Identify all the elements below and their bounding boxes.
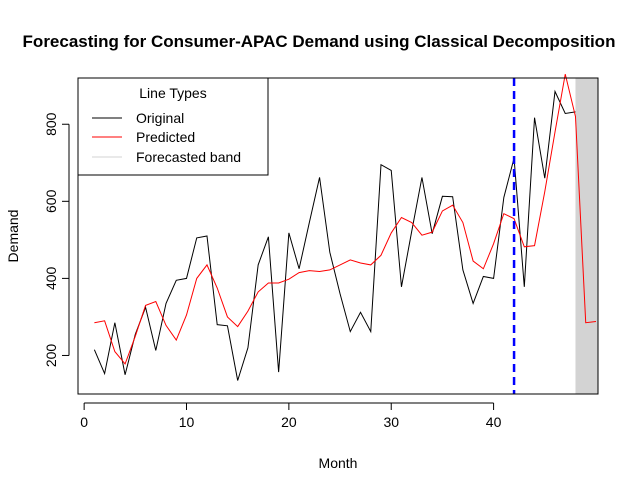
x-tick-label: 40 <box>486 414 502 430</box>
x-tick-label: 10 <box>179 414 195 430</box>
x-tick-label: 20 <box>281 414 297 430</box>
y-tick-label: 200 <box>43 344 59 368</box>
series-layer <box>93 74 597 381</box>
y-tick-label: 600 <box>43 189 59 213</box>
legend-box <box>77 77 269 176</box>
chart-title: Forecasting for Consumer-APAC Demand usi… <box>23 32 616 51</box>
forecasted-band <box>575 78 598 394</box>
legend-entry-forecasted-band: Forecasted band <box>136 149 241 165</box>
x-tick-label: 0 <box>80 414 88 430</box>
legend-title: Line Types <box>139 85 206 101</box>
y-axis: 200 400 600 800 <box>43 112 70 368</box>
y-tick-label: 800 <box>43 112 59 136</box>
plot-frame <box>77 77 599 395</box>
series-line-predicted <box>94 74 597 365</box>
legend: Line Types Original Predicted Forecasted… <box>77 77 269 176</box>
y-axis-label: Demand <box>5 210 21 263</box>
y-tick-label: 400 <box>43 266 59 290</box>
x-tick-label: 30 <box>383 414 399 430</box>
legend-entry-original: Original <box>136 110 184 126</box>
legend-entry-predicted: Predicted <box>136 129 195 145</box>
series-line-original <box>93 89 576 381</box>
x-axis-label: Month <box>319 455 358 471</box>
x-axis: 0 10 20 30 40 <box>80 402 502 430</box>
plot-area <box>77 74 599 395</box>
